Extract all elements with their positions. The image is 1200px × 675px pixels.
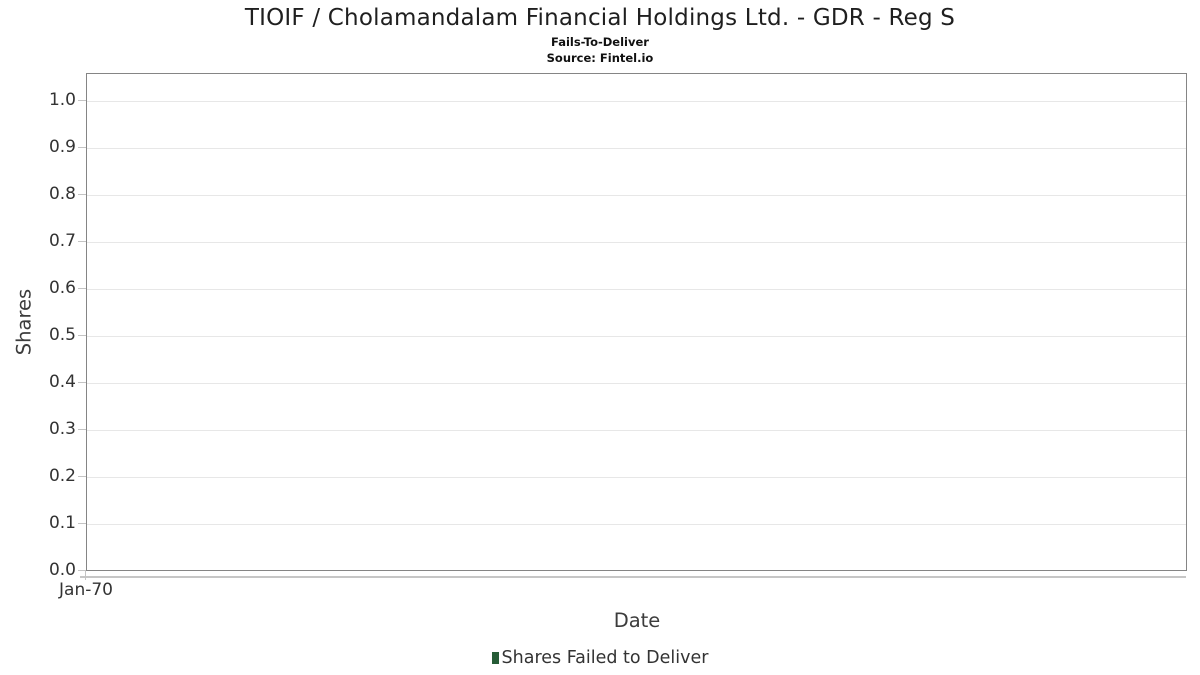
gridline <box>87 430 1186 431</box>
gridline <box>87 524 1186 525</box>
gridline <box>87 242 1186 243</box>
y-tick-mark <box>78 147 86 148</box>
gridline <box>87 336 1186 337</box>
x-axis-line <box>80 576 1186 578</box>
y-tick-label: 0.3 <box>48 419 76 439</box>
gridline <box>87 477 1186 478</box>
legend-marker-square-icon <box>491 652 499 664</box>
y-tick-label: 1.0 <box>48 90 76 110</box>
gridline <box>87 101 1186 102</box>
y-tick-mark <box>78 194 86 195</box>
plot-area <box>86 73 1187 571</box>
y-tick-label: 0.8 <box>48 184 76 204</box>
y-tick-mark <box>78 241 86 242</box>
x-axis-title: Date <box>613 609 661 632</box>
y-tick-label: 0.5 <box>48 325 76 345</box>
y-tick-mark <box>78 523 86 524</box>
y-tick-label: 0.7 <box>48 231 76 251</box>
y-tick-label: 0.4 <box>48 372 76 392</box>
x-tick-label: Jan-70 <box>59 580 113 600</box>
y-tick-label: 0.0 <box>48 560 76 580</box>
gridline <box>87 289 1186 290</box>
y-tick-label: 0.9 <box>48 137 76 157</box>
legend-label: Shares Failed to Deliver <box>501 648 709 668</box>
y-tick-label: 0.6 <box>48 278 76 298</box>
gridline <box>87 383 1186 384</box>
x-tick-mark <box>85 571 86 580</box>
legend: Shares Failed to Deliver <box>0 646 1200 670</box>
page-title: TIOIF / Cholamandalam Financial Holdings… <box>244 5 956 31</box>
gridline <box>87 148 1186 149</box>
y-tick-mark <box>78 100 86 101</box>
chart-header: TIOIF / Cholamandalam Financial Holdings… <box>0 3 1200 66</box>
chart-subtitle: Fails-To-Deliver <box>551 35 649 49</box>
y-tick-mark <box>78 288 86 289</box>
y-tick-mark <box>78 476 86 477</box>
legend-item-shares-failed-to-deliver[interactable]: Shares Failed to Deliver <box>491 646 709 670</box>
y-tick-mark <box>78 429 86 430</box>
y-tick-mark <box>78 382 86 383</box>
gridline <box>87 195 1186 196</box>
y-tick-mark <box>78 335 86 336</box>
chart-source: Source: Fintel.io <box>546 51 654 65</box>
y-tick-mark <box>78 570 86 571</box>
y-tick-label: 0.1 <box>48 513 76 533</box>
y-tick-label: 0.2 <box>48 466 76 486</box>
